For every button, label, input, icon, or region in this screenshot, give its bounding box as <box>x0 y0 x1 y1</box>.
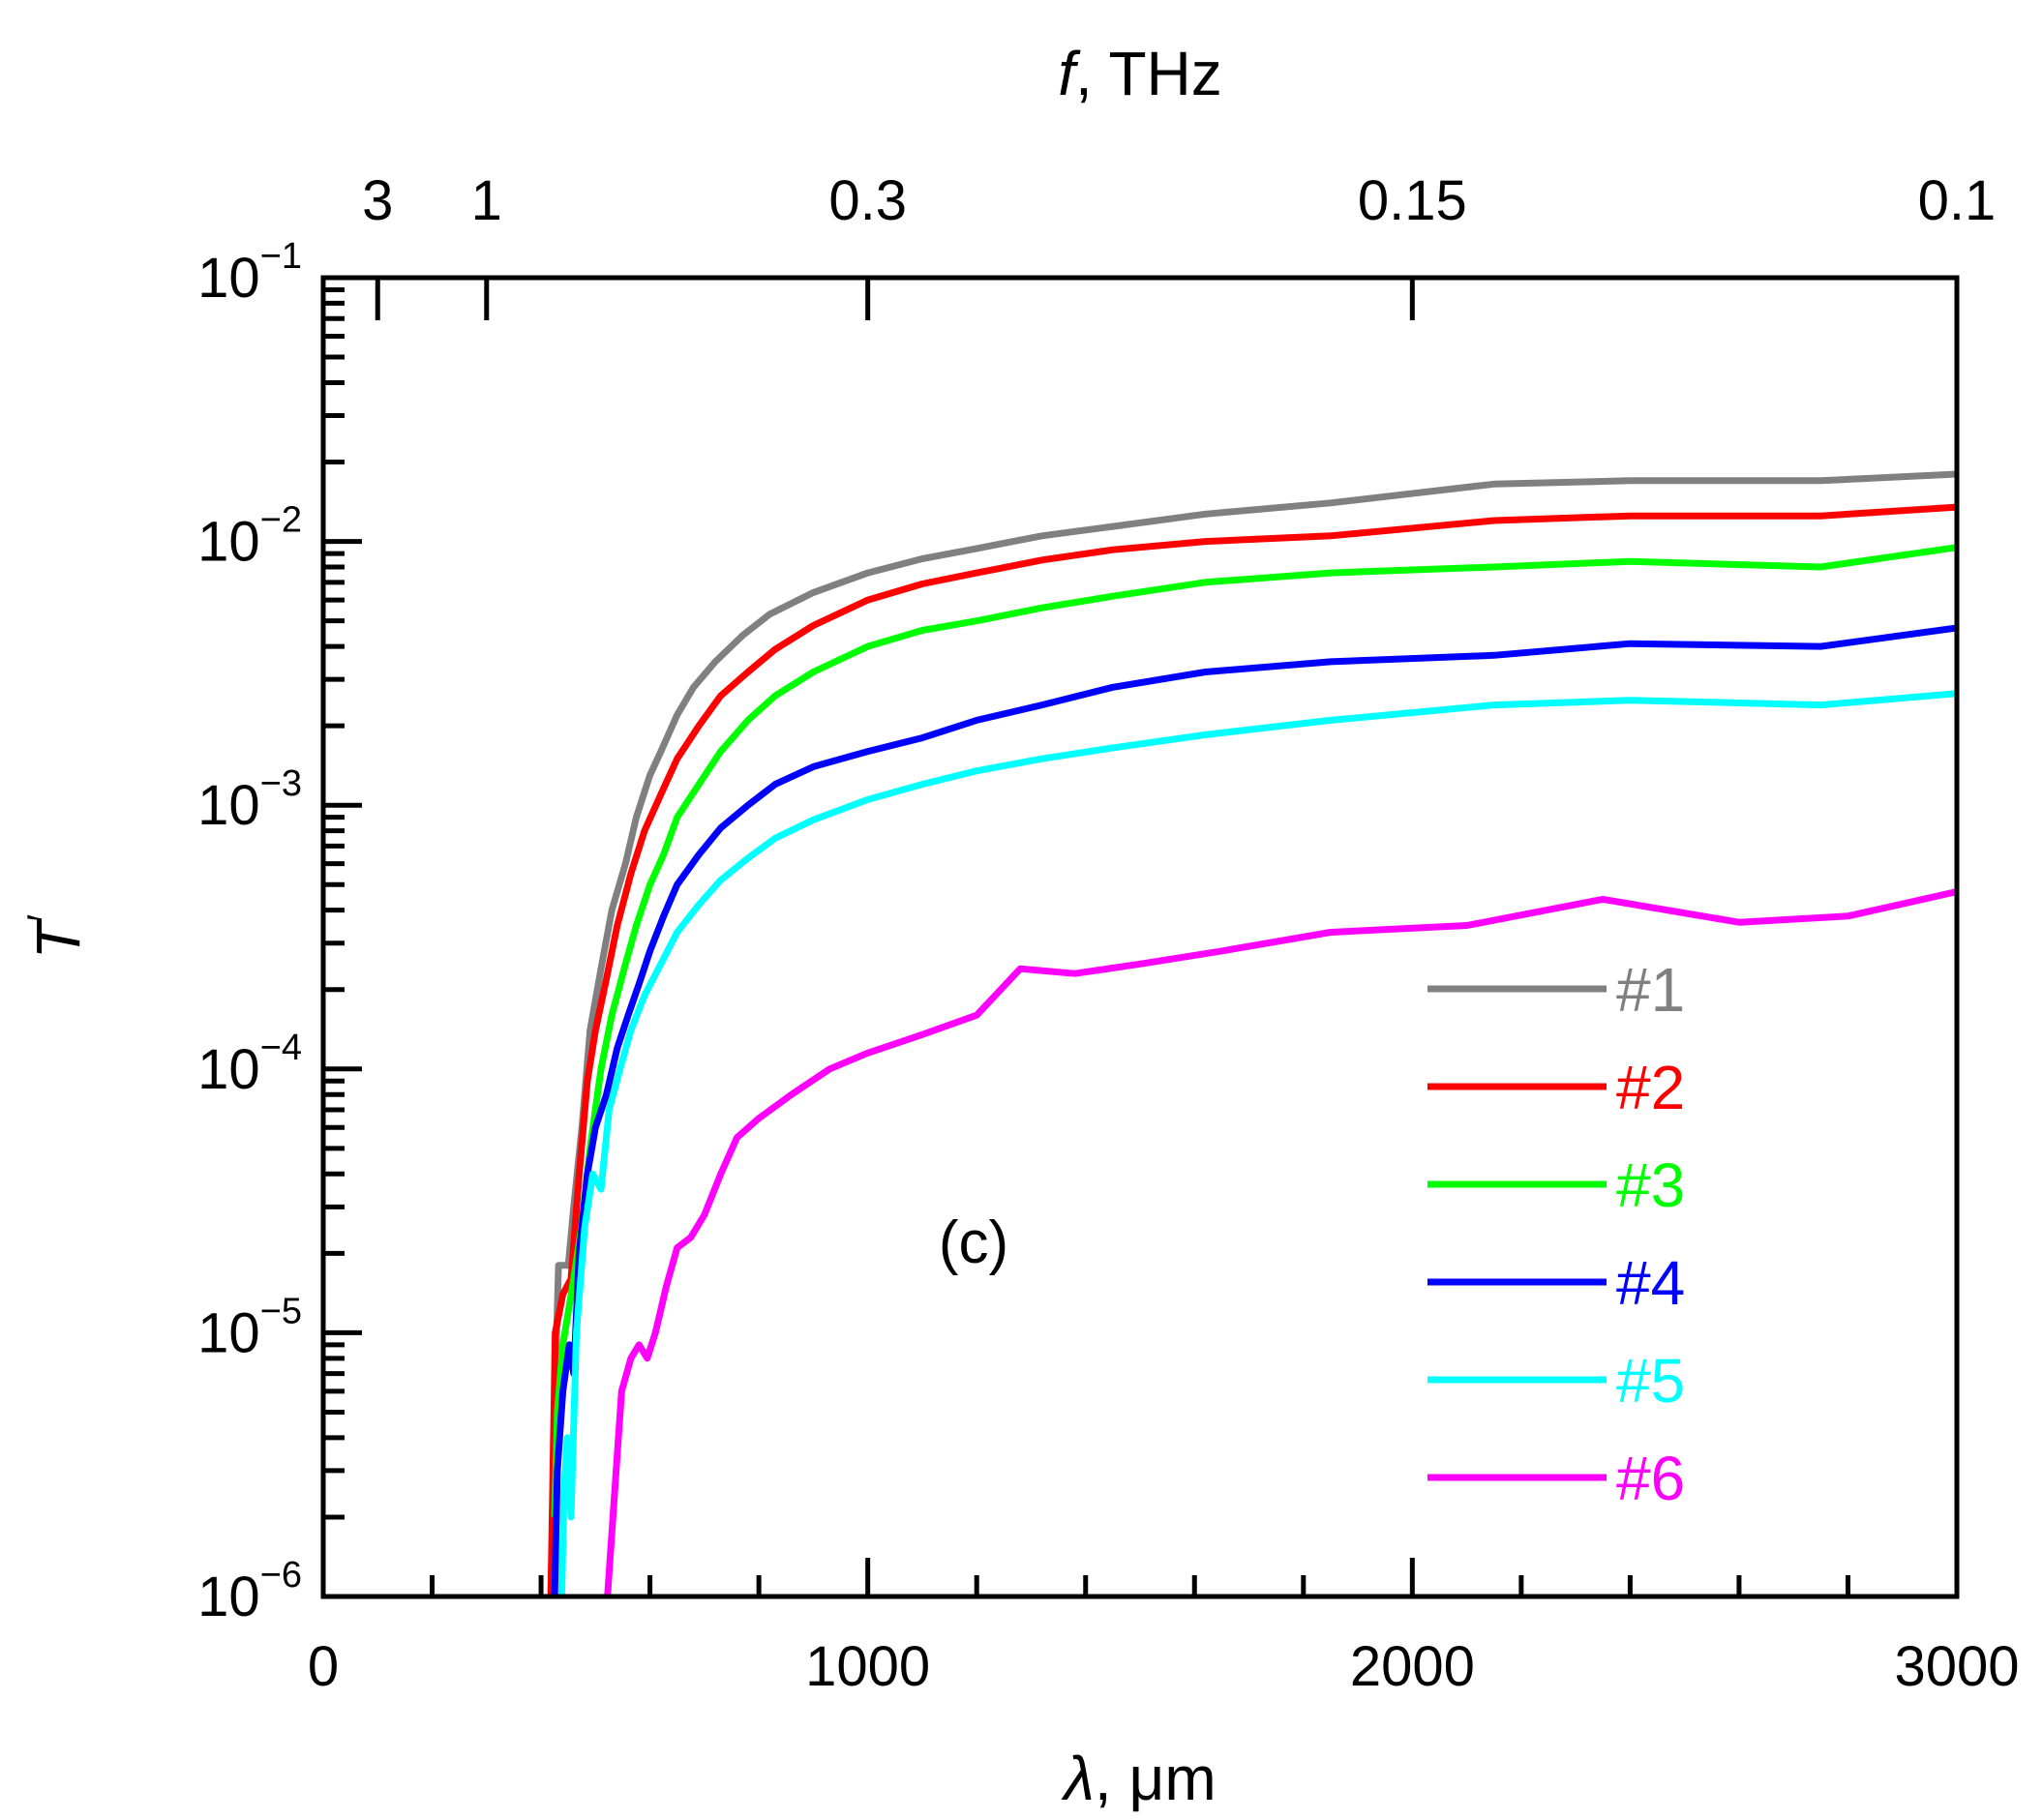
top-axis-title: f, THz <box>1058 39 1222 108</box>
y-tick-exponent: −6 <box>260 1555 302 1596</box>
svg-text:T′: T′ <box>20 914 93 960</box>
series-line-3 <box>551 544 1957 1517</box>
y-tick-label: 10−1 <box>197 236 302 310</box>
legend-label-3: #3 <box>1616 1150 1685 1220</box>
y-tick-label: 10−4 <box>197 1028 302 1101</box>
y-tick-base: 10 <box>197 511 260 574</box>
y-axis-symbol: T <box>23 917 93 959</box>
y-tick-base: 10 <box>197 1301 260 1364</box>
x-axis-unit: , μm <box>1095 1744 1217 1813</box>
x-tick-label: 0 <box>308 1635 339 1698</box>
legend-label-4: #4 <box>1616 1248 1685 1318</box>
x-tick-label: 2000 <box>1350 1635 1475 1698</box>
series-lines <box>547 470 1957 1596</box>
series-line-6 <box>604 888 1957 1596</box>
y-tick-label: 10−6 <box>197 1555 302 1628</box>
legend-label-6: #6 <box>1616 1444 1685 1513</box>
plot-frame <box>320 275 1960 1599</box>
legend-label-2: #2 <box>1616 1053 1685 1122</box>
series-line-4 <box>551 624 1957 1596</box>
y-tick-base: 10 <box>197 1566 260 1628</box>
top-tick-label: 1 <box>471 169 502 232</box>
x-axis-title: λ, μm <box>1061 1744 1216 1813</box>
y-tick-base: 10 <box>197 247 260 310</box>
x-tick-label: 1000 <box>805 1635 930 1698</box>
y-tick-label: 10−2 <box>197 500 302 574</box>
y-tick-exponent: −5 <box>260 1291 302 1331</box>
top-tick-label: 0.1 <box>1918 169 1997 232</box>
y-axis-prime: ′ <box>20 914 63 922</box>
y-tick-label: 10−5 <box>197 1291 302 1364</box>
top-tick-label: 0.15 <box>1358 169 1467 232</box>
y-tick-base: 10 <box>197 1038 260 1101</box>
y-tick-exponent: −2 <box>260 500 302 541</box>
y-axis-title: T′ <box>20 914 93 960</box>
top-tick-label: 3 <box>362 169 393 232</box>
panel-annotation: (c) <box>939 1209 1008 1276</box>
y-tick-label: 10−3 <box>197 763 302 837</box>
y-tick-base: 10 <box>197 774 260 837</box>
top-tick-label: 0.3 <box>828 169 907 232</box>
tick-marks <box>320 278 1960 1599</box>
top-axis-unit: , THz <box>1075 39 1222 108</box>
legend-label-1: #1 <box>1616 955 1685 1025</box>
y-tick-exponent: −1 <box>260 236 302 277</box>
y-tick-exponent: −3 <box>260 763 302 804</box>
legend-label-5: #5 <box>1616 1346 1685 1416</box>
x-tick-label: 3000 <box>1894 1635 2019 1698</box>
legend: #1 #2 #3 #4 #5 #6 <box>1427 955 1685 1513</box>
series-line-2 <box>547 503 1957 1596</box>
x-axis-symbol: λ <box>1061 1744 1095 1813</box>
y-tick-exponent: −4 <box>260 1028 302 1068</box>
series-line-5 <box>557 690 1957 1596</box>
